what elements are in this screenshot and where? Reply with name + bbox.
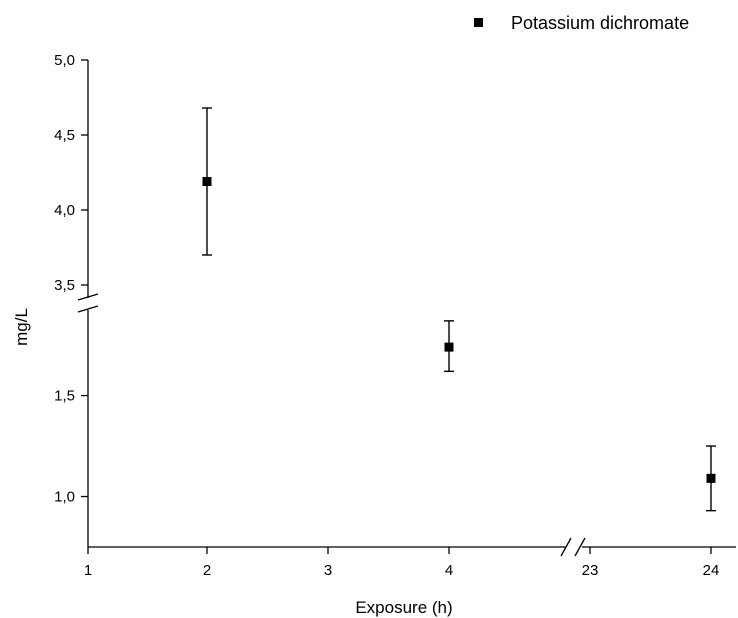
y-tick-label: 1,0 (54, 489, 75, 506)
legend-label: Potassium dichromate (511, 13, 689, 33)
x-axis-title: Exposure (h) (355, 598, 452, 617)
data-point (203, 177, 212, 186)
legend: Potassium dichromate (474, 13, 689, 33)
y-tick-label: 4,5 (54, 127, 75, 144)
data-marks (202, 108, 716, 511)
x-tick-label: 23 (582, 562, 599, 579)
y-tick-label: 3,5 (54, 277, 75, 294)
y-axis-title: mg/L (12, 308, 31, 346)
data-point (707, 474, 716, 483)
legend-marker (474, 18, 483, 27)
x-tick-label: 24 (703, 562, 720, 579)
x-tick-label: 2 (203, 562, 211, 579)
y-tick-label: 4,0 (54, 202, 75, 219)
x-tick-label: 3 (324, 562, 332, 579)
x-tick-label: 4 (445, 562, 453, 579)
y-tick-label: 5,0 (54, 52, 75, 69)
y-tick-label: 1,5 (54, 388, 75, 405)
x-tick-label: 1 (84, 562, 92, 579)
data-point (445, 343, 454, 352)
axes: 3,54,04,55,01,01,51 2 3 4 23 24 (54, 52, 736, 579)
